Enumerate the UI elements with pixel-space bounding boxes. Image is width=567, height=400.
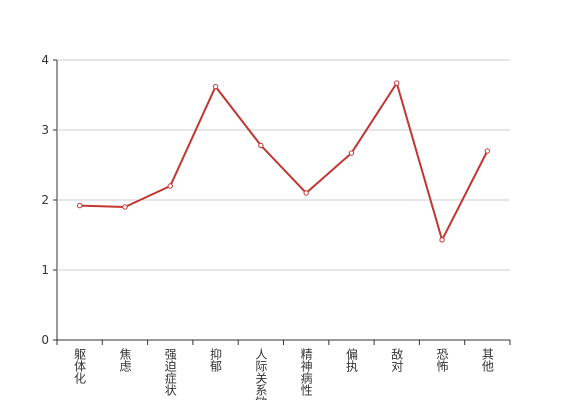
- y-tick-label: 2: [41, 193, 49, 207]
- x-tick-label: 焦虑: [118, 348, 132, 372]
- x-tick-label: 偏执: [344, 347, 358, 373]
- x-tick-label: 强迫症状: [163, 348, 177, 396]
- x-tick-label: 人际关系敏感: [254, 348, 268, 400]
- x-tick-label: 抑郁: [209, 347, 223, 373]
- y-tick-label: 0: [41, 333, 49, 347]
- point: [258, 142, 264, 149]
- point: [76, 202, 83, 209]
- y-tick-label: 4: [41, 53, 49, 67]
- x-tick-label: 精神病性: [299, 348, 313, 397]
- x-tick-label: 其他: [480, 348, 494, 372]
- x-tick-label: 敌对: [390, 347, 404, 372]
- point: [348, 150, 355, 156]
- point: [167, 183, 173, 189]
- line: [79, 80, 489, 243]
- point: [439, 237, 445, 243]
- point: [484, 148, 491, 154]
- point: [303, 190, 309, 196]
- y-tick-label: 1: [41, 263, 49, 277]
- point: [122, 204, 128, 210]
- x-tick-label: 恐怖: [435, 348, 449, 372]
- point: [394, 80, 400, 86]
- x-tick-label: 躯体化: [73, 347, 87, 385]
- y-tick-label: 3: [41, 123, 49, 137]
- point: [212, 83, 219, 90]
